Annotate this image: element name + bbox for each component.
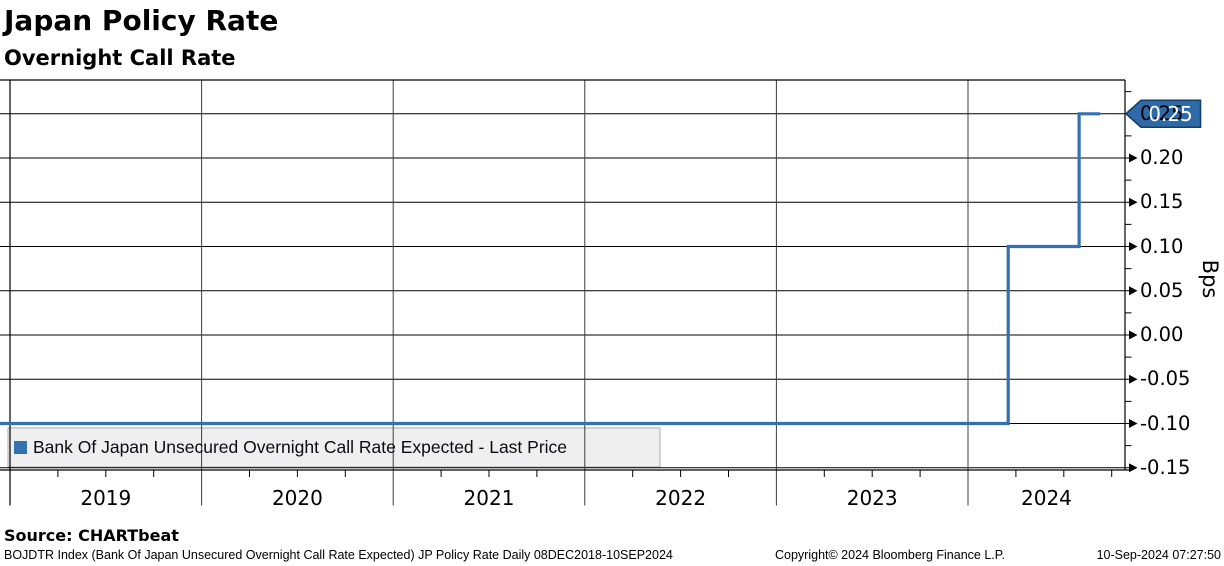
page-subtitle: Overnight Call Rate (4, 46, 236, 70)
x-tick-label: 2022 (655, 486, 707, 510)
y-tick-label: 0.20 (1140, 146, 1184, 169)
y-tick-label: 0.00 (1140, 323, 1184, 346)
y-tick-label: -0.15 (1140, 455, 1191, 479)
x-tick-label: 2021 (463, 486, 515, 510)
y-tick-label: 0.15 (1140, 190, 1184, 214)
legend-label: Bank Of Japan Unsecured Overnight Call R… (33, 437, 568, 457)
page-title: Japan Policy Rate (4, 4, 279, 37)
footer-ticker-description: BOJDTR Index (Bank Of Japan Unsecured Ov… (4, 548, 673, 562)
y-tick-label: -0.10 (1140, 411, 1191, 435)
source-line: Source: CHARTbeat (4, 526, 179, 545)
y-tick-label: -0.05 (1140, 367, 1191, 391)
legend-swatch-icon (14, 441, 27, 454)
footer-copyright: Copyright© 2024 Bloomberg Finance L.P. (775, 548, 1005, 562)
x-tick-label: 2020 (271, 486, 323, 510)
y-axis-title: Bps (1198, 259, 1222, 299)
x-tick-label: 2023 (846, 486, 898, 510)
x-tick-label: 2024 (1021, 486, 1072, 510)
y-tick-label: 0.10 (1140, 234, 1184, 258)
x-tick-label: 2019 (80, 486, 132, 510)
footer: BOJDTR Index (Bank Of Japan Unsecured Ov… (0, 548, 1224, 564)
footer-timestamp: 10-Sep-2024 07:27:50 (1096, 548, 1221, 562)
last-price-tag[interactable]: 0.25 (1148, 101, 1193, 126)
legend[interactable]: Bank Of Japan Unsecured Overnight Call R… (8, 428, 660, 467)
y-tick-label: 0.25 (1140, 101, 1184, 125)
y-tick-label: 0.05 (1140, 278, 1184, 302)
